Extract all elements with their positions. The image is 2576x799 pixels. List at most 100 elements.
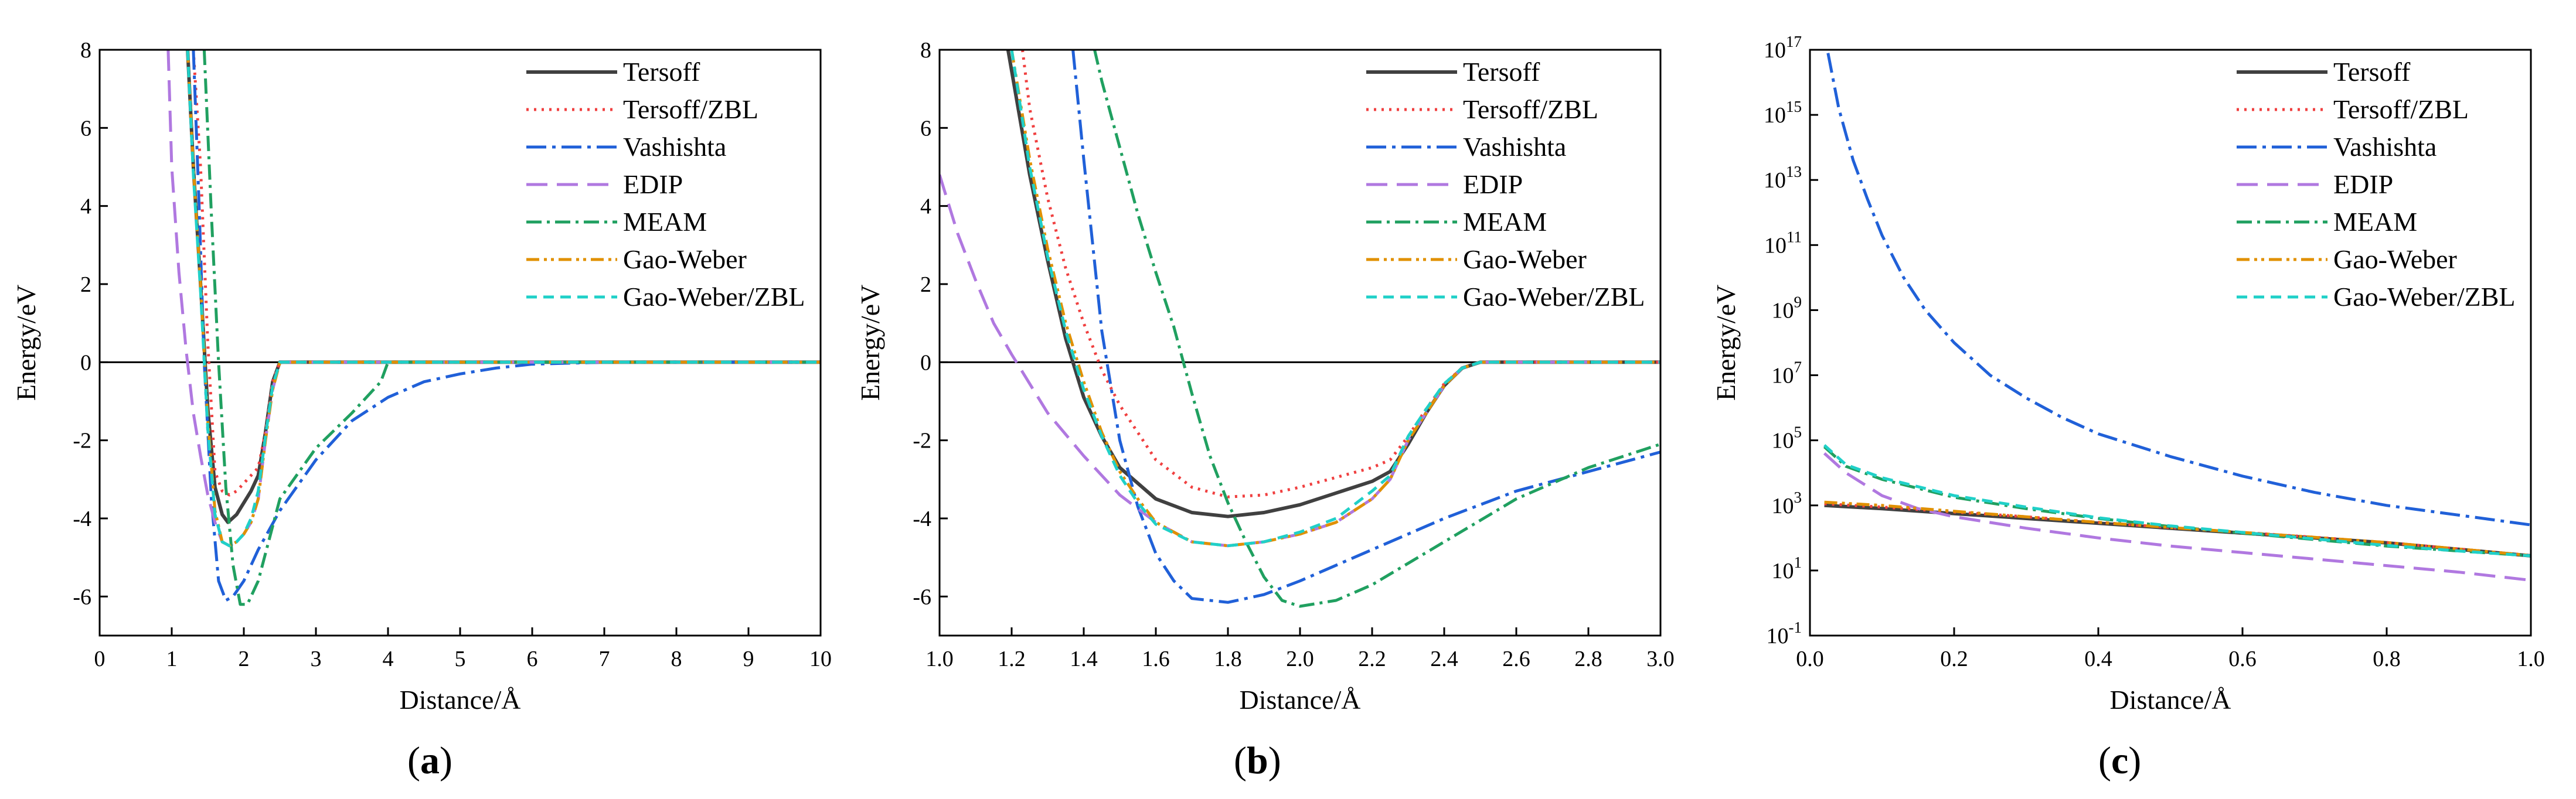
panel-c-legend-label: Vashishta <box>2333 132 2437 162</box>
panel-a-y-tick-label: -4 <box>73 507 91 531</box>
panel-c-legend-label: Tersoff <box>2333 57 2411 87</box>
panel-c: 0.0 0.2 0.4 0.6 0.8 1.010-1101103105107109101… <box>1711 33 2545 782</box>
panel-b-y-tick-label: 8 <box>920 38 931 63</box>
panel-b-x-tick-label: 1.4 <box>1070 647 1098 671</box>
panel-a-label-letter: a <box>420 739 440 782</box>
panel-b-legend-label: MEAM <box>1463 207 1547 237</box>
panel-b-x-axis-label: Distance/Å <box>1240 685 1361 715</box>
panel-c-series-gao-weber <box>1824 500 2531 557</box>
panel-a-y-tick-label: -6 <box>73 585 91 609</box>
panel-c-legend-label: Tersoff/ZBL <box>2333 94 2469 124</box>
panel-a-legend-label: MEAM <box>623 207 707 237</box>
panel-b-legend-label: Gao-Weber <box>1463 244 1587 274</box>
panel-a-series-vashishta <box>192 50 821 602</box>
panel-c-series-edip <box>1823 452 2531 582</box>
panel-b-series-layer <box>940 50 1660 608</box>
panel-a-legend-label: EDIP <box>623 169 683 199</box>
panel-b-y-tick-label: -4 <box>913 507 931 531</box>
panel-a-x-axis-label: Distance/Å <box>400 685 521 715</box>
panel-b-x-tick-label: 2.2 <box>1358 647 1386 671</box>
panel-b-legend-label: Tersoff <box>1463 57 1540 87</box>
panel-c-legend: Tersoff Tersoff/ZBL Vashishta EDIP MEAM Gao-W… <box>2237 57 2516 312</box>
panel-a-x-tick-label: 0 <box>94 647 106 671</box>
panel-a-x-tick-label: 2 <box>239 647 250 671</box>
panel-b-series-gao-weber <box>1010 50 1660 548</box>
panel-b-label: (b) <box>1234 739 1281 782</box>
panel-c-series-gao-weber-zbl <box>1823 444 2531 558</box>
panel-b-y-tick-label: -2 <box>913 429 931 453</box>
panel-c-series-vashishta <box>1826 53 2531 527</box>
panel-a-series-meam <box>202 50 821 606</box>
panel-a: 0 1 2 3 4 5 6 7 8 9 10 -6 -4 -2 0 2 4 6 8 Distance/Å Energ… <box>11 38 832 782</box>
panel-a-legend-label: Tersoff <box>623 57 700 87</box>
panel-a-y-tick-label: 4 <box>80 194 91 219</box>
panel-b-y-tick-label: 0 <box>920 350 931 375</box>
panel-a-y-tick-label: -2 <box>73 429 91 453</box>
panel-b-x-tick-label: 3.0 <box>1646 647 1675 671</box>
panel-b-y-tick-label: 2 <box>920 272 931 297</box>
panel-c-x-tick-label: 0.0 <box>1796 647 1824 671</box>
panel-b-x-tick-label: 2.4 <box>1430 647 1458 671</box>
panel-b-series-gao-weber-zbl <box>1010 50 1660 548</box>
panel-b-x-tick-label: 1.2 <box>998 647 1026 671</box>
panel-a-x-tick-label: 8 <box>671 647 682 671</box>
panel-b: 1.0 1.2 1.4 1.6 1.8 2.0 2.2 2.4 2.6 2.8 3.0 -6 -4 -2 0… <box>855 38 1675 782</box>
panel-c-legend-label: Gao-Weber <box>2333 244 2457 274</box>
panel-c-x-tick-label: 0.2 <box>1940 647 1968 671</box>
panel-b-x-tick-label: 2.0 <box>1286 647 1314 671</box>
panel-c-legend-label: EDIP <box>2333 169 2393 199</box>
panel-a-x-tick-label: 7 <box>599 647 610 671</box>
panel-c-x-tick-label: 1.0 <box>2517 647 2545 671</box>
panel-b-legend-label: Vashishta <box>1463 132 1566 162</box>
panel-b-x-tick-label: 1.6 <box>1142 647 1170 671</box>
panel-a-x-tick-label: 1 <box>166 647 178 671</box>
panel-a-series-layer <box>100 50 821 606</box>
panel-c-series-layer <box>1823 53 2531 582</box>
panel-a-x-tick-label: 10 <box>809 647 832 671</box>
panel-a-x-tick-label: 6 <box>527 647 538 671</box>
panel-b-series-vashishta <box>1071 50 1660 604</box>
panel-b-legend-label: Tersoff/ZBL <box>1463 94 1598 124</box>
panel-c-label: (c) <box>2098 739 2141 782</box>
panel-a-legend-label: Gao-Weber/ZBL <box>623 282 805 312</box>
panel-a-legend-label: Tersoff/ZBL <box>623 94 758 124</box>
panel-a-label: (a) <box>407 739 452 782</box>
panel-a-legend-label: Vashishta <box>623 132 726 162</box>
panel-b-legend-label: Gao-Weber/ZBL <box>1463 282 1645 312</box>
panel-b-y-tick-label: 4 <box>920 194 931 219</box>
panel-b-x-tick-label: 1.0 <box>925 647 954 671</box>
panel-a-y-tick-label: 2 <box>80 272 91 297</box>
panel-b-legend-label: EDIP <box>1463 169 1523 199</box>
panel-a-x-tick-label: 4 <box>383 647 394 671</box>
panel-a-y-axis-label: Energy/eV <box>11 285 41 401</box>
panel-a-y-tick-label: 6 <box>80 116 91 141</box>
panel-c-x-tick-label: 0.6 <box>2228 647 2257 671</box>
panel-a-legend-label: Gao-Weber <box>623 244 747 274</box>
panel-a-legend: Tersoff Tersoff/ZBL Vashishta EDIP MEAM Gao-W… <box>526 57 805 312</box>
panel-c-legend-label: MEAM <box>2333 207 2417 237</box>
panel-c-plot-frame <box>1809 49 2532 637</box>
panel-c-x-tick-label: 0.4 <box>2084 647 2112 671</box>
panel-b-x-tick-label: 1.8 <box>1214 647 1242 671</box>
panel-b-legend: Tersoff Tersoff/ZBL Vashishta EDIP MEAM Gao-W… <box>1366 57 1645 312</box>
panel-a-x-tick-label: 9 <box>743 647 754 671</box>
panel-a-x-tick-label: 5 <box>455 647 466 671</box>
panel-c-x-tick-label: 0.8 <box>2373 647 2401 671</box>
panel-a-series-gao-weber-zbl <box>186 50 821 548</box>
panel-b-x-tick-label: 2.8 <box>1574 647 1602 671</box>
panel-c-y-axis-label: Energy/eV <box>1711 285 1741 401</box>
panel-b-y-tick-label: 6 <box>920 116 931 141</box>
panel-c-y-tick-label: 10-1 <box>1767 619 1802 648</box>
panel-a-y-tick-label: 0 <box>80 350 91 375</box>
panel-a-y-tick-label: 8 <box>80 38 91 63</box>
panel-c-legend-label: Gao-Weber/ZBL <box>2333 282 2516 312</box>
panel-b-x-tick-label: 2.6 <box>1502 647 1530 671</box>
panel-c-x-axis-label: Distance/Å <box>2110 685 2231 715</box>
panel-b-y-axis-label: Energy/eV <box>855 285 885 401</box>
panel-a-ticks-layer: 0 1 2 3 4 5 6 7 8 9 10 -6 -4 -2 0 2 4 6 8 <box>73 38 832 671</box>
panel-a-x-tick-label: 3 <box>311 647 322 671</box>
panel-b-ticks-layer: 1.0 1.2 1.4 1.6 1.8 2.0 2.2 2.4 2.6 2.8 3.0 -6 -4 -2 0… <box>913 38 1674 671</box>
panel-b-y-tick-label: -6 <box>913 585 931 609</box>
panel-b-label-letter: b <box>1247 739 1268 782</box>
